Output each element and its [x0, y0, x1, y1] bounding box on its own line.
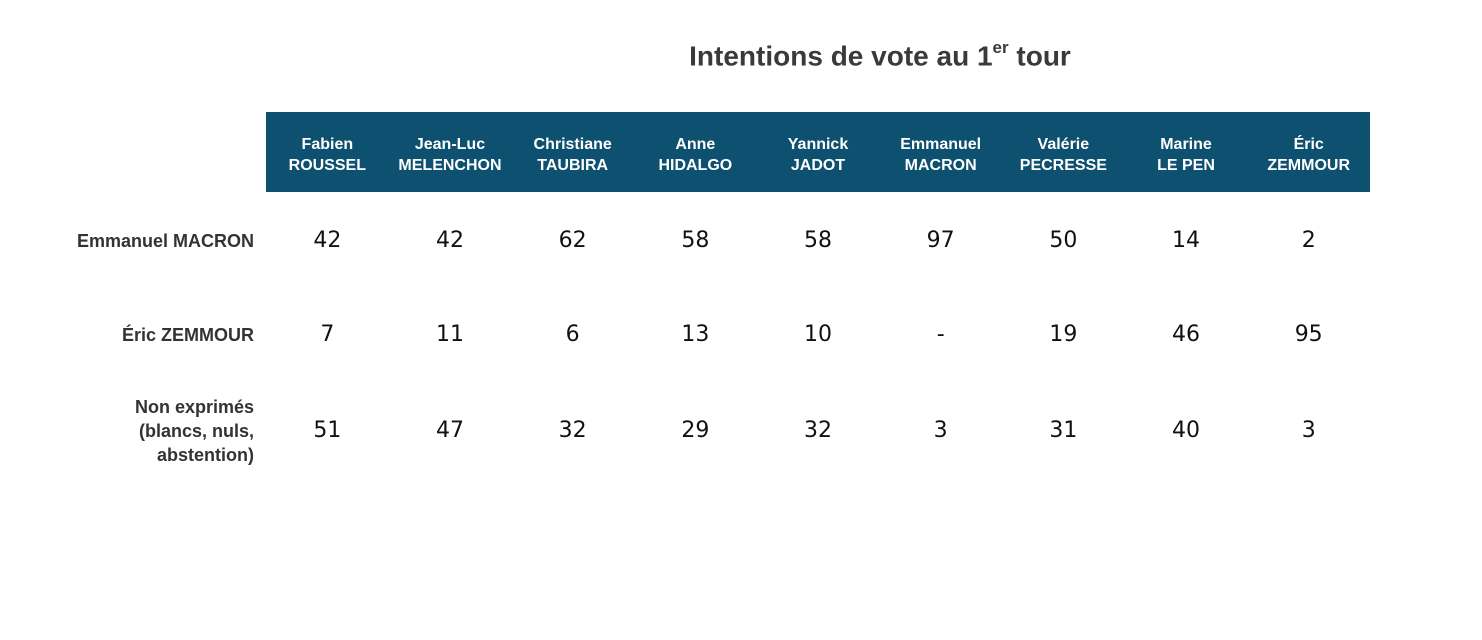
column-header-first: Anne [675, 136, 716, 153]
table-cell: 46 [1172, 322, 1201, 347]
column-header-band [266, 112, 1370, 192]
column-header: Anne HIDALGO [634, 134, 757, 176]
table-cell: 31 [1049, 418, 1078, 443]
row-label: Non exprimés (blancs, nuls, abstention) [135, 395, 254, 467]
column-header: Emmanuel MACRON [879, 134, 1002, 176]
column-header-last: JADOT [790, 157, 846, 174]
table-cell: 50 [1049, 228, 1078, 253]
column-header-last: MACRON [904, 157, 977, 174]
table-cell: 58 [804, 228, 832, 253]
table-cell: 3 [1301, 418, 1316, 443]
column-header-last: MELENCHON [398, 157, 502, 174]
row-label-line: abstention) [157, 445, 254, 465]
table-cell: - [936, 322, 945, 347]
title-main: Intentions de vote au 1 [689, 40, 993, 72]
column-header-first: Emmanuel [900, 136, 982, 153]
table-cell: 62 [558, 228, 587, 253]
table-cell: 47 [435, 418, 464, 443]
table-cell: 40 [1172, 418, 1201, 443]
column-header-first: Valérie [1037, 136, 1090, 153]
table-cell: 29 [681, 418, 710, 443]
table-cell: 3 [933, 418, 948, 443]
table-cell: 11 [435, 322, 464, 347]
column-header: Fabien ROUSSEL [266, 134, 389, 176]
table-cell: 51 [313, 418, 342, 443]
table-cell: 14 [1172, 228, 1201, 253]
row-label-line: Emmanuel MACRON [76, 231, 254, 251]
table-cell: 32 [558, 418, 587, 443]
table-cell: 58 [681, 228, 710, 253]
row-label-line: (blancs, nuls, [138, 421, 254, 441]
chart-title: Intentions de vote au 1er tour [266, 38, 1482, 72]
table-cell: 42 [313, 228, 342, 253]
column-header-first: Fabien [301, 136, 354, 153]
column-header-first: Yannick [787, 136, 849, 153]
table-cell: 19 [1049, 322, 1078, 347]
row-label-line: Éric ZEMMOUR [121, 325, 254, 345]
table-cell: 10 [804, 322, 832, 347]
row-label-line: Non exprimés [134, 397, 254, 417]
column-header-first: Éric [1293, 136, 1324, 153]
column-header: Christiane TAUBIRA [511, 134, 634, 176]
title-tail: tour [1008, 40, 1071, 72]
column-header: Jean-Luc MELENCHON [389, 134, 512, 176]
column-header-last: PECRESSE [1019, 157, 1107, 174]
column-header: Éric ZEMMOUR [1247, 134, 1370, 176]
column-header-first: Jean-Luc [414, 136, 486, 153]
column-header-first: Christiane [533, 136, 612, 153]
column-header: Marine LE PEN [1125, 134, 1248, 176]
column-header-last: LE PEN [1157, 157, 1215, 174]
title-superscript: er [992, 38, 1009, 57]
row-label: Emmanuel MACRON [77, 229, 254, 253]
column-header-last: ZEMMOUR [1267, 157, 1351, 174]
table-cell: 32 [804, 418, 832, 443]
table-cell: 13 [681, 322, 710, 347]
table-cell: 6 [565, 322, 580, 347]
column-header: Valérie PECRESSE [1002, 134, 1125, 176]
table-cell: 7 [320, 322, 335, 347]
column-header-last: HIDALGO [658, 157, 733, 174]
column-header-first: Marine [1160, 136, 1212, 153]
column-header-last: ROUSSEL [288, 157, 366, 174]
column-header: Yannick JADOT [757, 134, 880, 176]
table-cell: 97 [926, 228, 955, 253]
row-label: Éric ZEMMOUR [122, 323, 254, 347]
table-cell: 42 [435, 228, 464, 253]
column-header-last: TAUBIRA [537, 157, 609, 174]
table-cell: 95 [1294, 322, 1323, 347]
table-cell: 2 [1301, 228, 1316, 253]
